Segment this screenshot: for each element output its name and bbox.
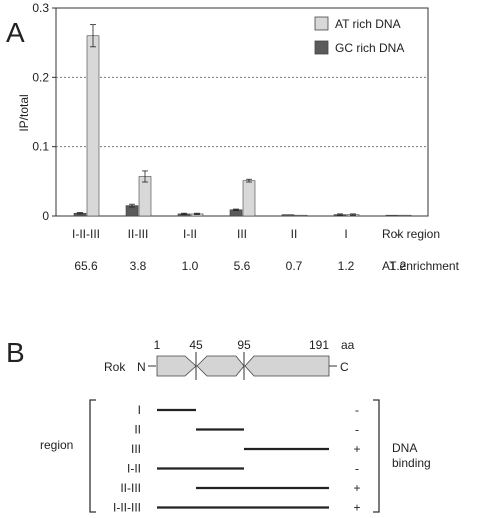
bars [73,24,412,217]
grid-lines [56,76,428,148]
y-tick-label: 0.2 [32,70,49,84]
category-label: II-III [128,227,149,241]
c-terminus-label: C [340,360,349,374]
row-title-region: Rok region [382,227,440,241]
domain-i [156,355,197,377]
legend-label-at: AT rich DNA [335,17,401,31]
y-tick-label: 0.3 [32,1,49,15]
construct-label: III [131,442,141,456]
category-label: II [291,227,298,241]
domain-diagram: Rok N C 1 45 95 191 aa region DNA bindin… [40,338,431,515]
construct-label: II [134,423,141,437]
y-axis-label: IP/total [17,94,31,131]
bar-gc-- [385,214,399,217]
legend-label-gc: GC rich DNA [335,41,404,55]
construct-label: II-III [120,481,141,495]
right-bracket [373,399,380,513]
category-label: I-II-III [72,227,100,241]
y-tick-label: 0.1 [32,140,49,154]
bar-at-I-II-III [86,35,100,217]
binding-result: - [355,462,359,476]
legend-swatch-at [314,16,329,31]
domain-ii [196,355,245,377]
y-axis-ticks: 0 0.1 0.2 0.3 [32,1,56,223]
category-label: III [237,227,247,241]
enrichment-value: 5.6 [234,259,251,273]
binding-result: - [355,423,359,437]
unit-label: aa [341,338,355,352]
position-95: 95 [237,338,251,352]
n-terminus-label: N [137,360,146,374]
construct-label: I-II-III [113,501,141,515]
construct-list: I -II -III +I-II -II-III +I-II-III + [113,403,361,515]
y-tick-label: 0 [42,209,49,223]
panel-a-label: A [6,17,25,48]
plot-frame [55,7,429,217]
dna-binding-label-2: binding [392,456,431,470]
binding-result: + [353,501,360,515]
enrichment-value: 1.2 [338,259,355,273]
bar-at-III [242,180,256,217]
enrichment-value: 1.0 [182,259,199,273]
position-45: 45 [189,338,203,352]
legend: AT rich DNA GC rich DNA [314,16,404,55]
region-label: region [40,438,73,452]
binding-result: - [355,403,359,417]
bar-at-- [398,214,412,217]
enrichment-value: 0.7 [286,259,303,273]
binding-result: + [353,442,360,456]
protein-label: Rok [104,360,126,374]
enrichment-value: 1.2 [390,259,407,273]
category-label: I [344,227,347,241]
binding-result: + [353,481,360,495]
enrichment-value: 65.6 [74,259,98,273]
position-1: 1 [154,338,161,352]
bar-at-II [294,214,308,217]
category-label: I-II [183,227,197,241]
dna-binding-label-1: DNA [392,441,417,455]
legend-swatch-gc [314,40,329,55]
position-191: 191 [309,338,329,352]
category-label: - [396,227,400,241]
row-title-enrichment: AT enrichment [382,259,460,273]
panel-b-label: B [6,337,25,368]
category-labels: I-II-III II-III I-II III II I - [72,227,400,241]
left-bracket [89,399,96,513]
construct-label: I [138,403,141,417]
bar-gc-II [281,214,295,217]
bar-chart: IP/total 00.10.20.3 I-II-III II-III I-II II… [17,1,460,273]
construct-label: I-II [127,462,141,476]
enrichment-value: 3.8 [130,259,147,273]
at-enrichment-values: 65.6 3.8 1.0 5.6 0.7 1.2 1.2 [74,259,406,273]
domain-iii [244,355,330,377]
